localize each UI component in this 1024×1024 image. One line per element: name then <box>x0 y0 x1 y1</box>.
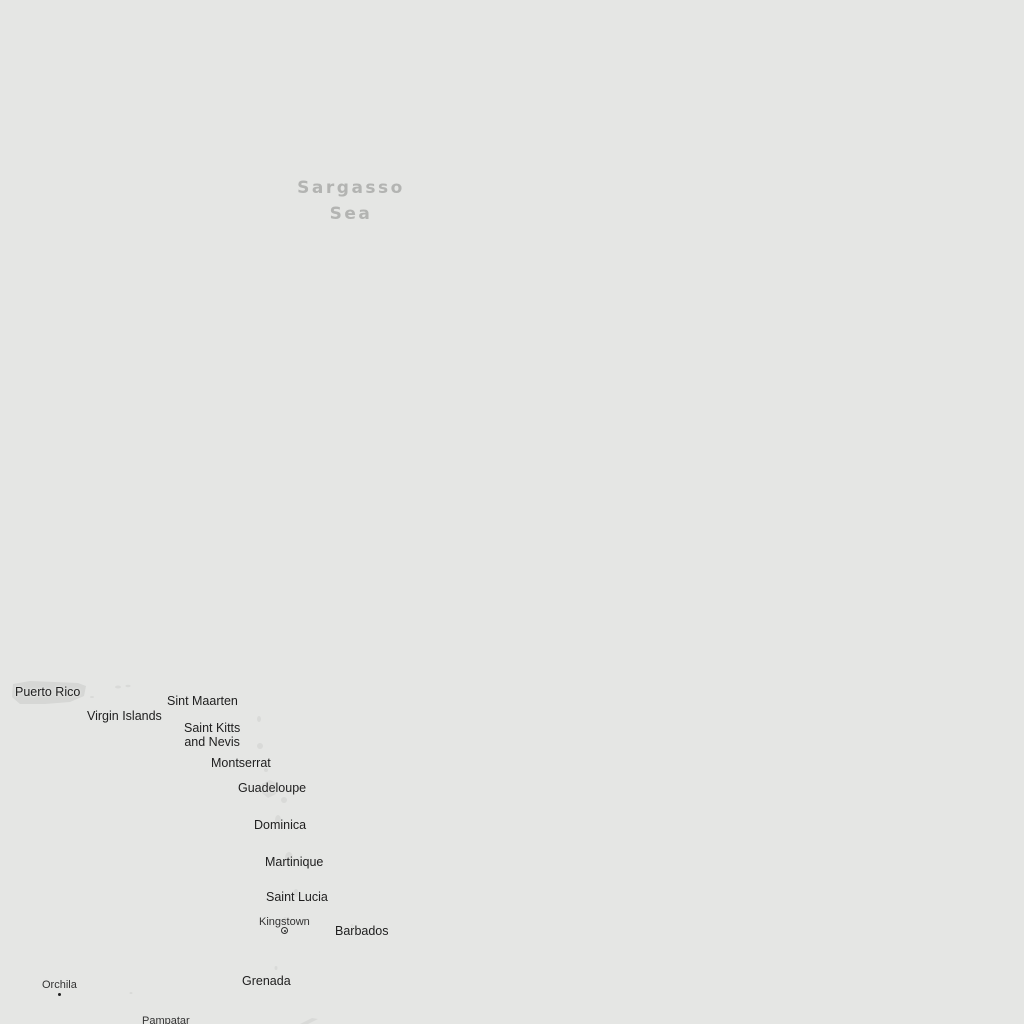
place-label-puerto-rico[interactable]: Puerto Rico <box>15 685 81 699</box>
place-label-grenada[interactable]: Grenada <box>242 974 291 988</box>
margarita-island-edge <box>300 1018 318 1024</box>
place-label-kingstown[interactable]: Kingstown <box>259 916 310 928</box>
place-label-barbados[interactable]: Barbados <box>335 924 389 938</box>
grenada-island <box>274 966 278 970</box>
place-label-saint-lucia[interactable]: Saint Lucia <box>266 890 328 904</box>
place-label-pampatar[interactable]: Pampatar <box>142 1015 190 1024</box>
capital-marker-kingstown[interactable] <box>281 927 288 934</box>
martinique-island <box>285 852 293 864</box>
place-label-martinique[interactable]: Martinique <box>265 855 324 869</box>
place-label-montserrat[interactable]: Montserrat <box>211 756 271 770</box>
saint-kitts-line1: Saint Kitts <box>184 721 241 735</box>
place-label-dominica[interactable]: Dominica <box>254 818 307 832</box>
sargasso-sea-label: Sargasso Sea <box>290 175 412 227</box>
sea-label-line1: Sargasso <box>297 178 405 198</box>
place-label-orchila[interactable]: Orchila <box>42 979 77 991</box>
place-label-saint-kitts-and-nevis[interactable]: Saint Kitts and Nevis <box>184 721 240 749</box>
marie-galante-islet <box>281 797 287 803</box>
saint-kitts-islet <box>257 716 261 722</box>
virgin-islands-islet <box>115 685 121 689</box>
saint-vincent-island <box>283 917 287 923</box>
tortuga-islet <box>129 992 133 994</box>
saint-lucia-island <box>293 889 299 897</box>
sea-label-line2: Sea <box>329 204 373 224</box>
place-label-sint-maarten[interactable]: Sint Maarten <box>167 694 238 708</box>
barbados-island <box>350 924 354 928</box>
puerto-rico-island <box>12 681 86 704</box>
guadeloupe-island <box>262 780 278 798</box>
town-marker-orchila[interactable] <box>58 993 61 996</box>
dominica-island <box>275 815 281 825</box>
virgin-islands-islet <box>125 684 131 688</box>
montserrat-islet <box>264 768 268 772</box>
place-label-guadeloupe[interactable]: Guadeloupe <box>238 781 307 795</box>
virgin-islands-islet <box>90 696 94 698</box>
nevis-islet <box>257 743 263 749</box>
place-label-virgin-islands[interactable]: Virgin Islands <box>87 709 162 723</box>
saint-kitts-line2: and Nevis <box>184 735 240 749</box>
